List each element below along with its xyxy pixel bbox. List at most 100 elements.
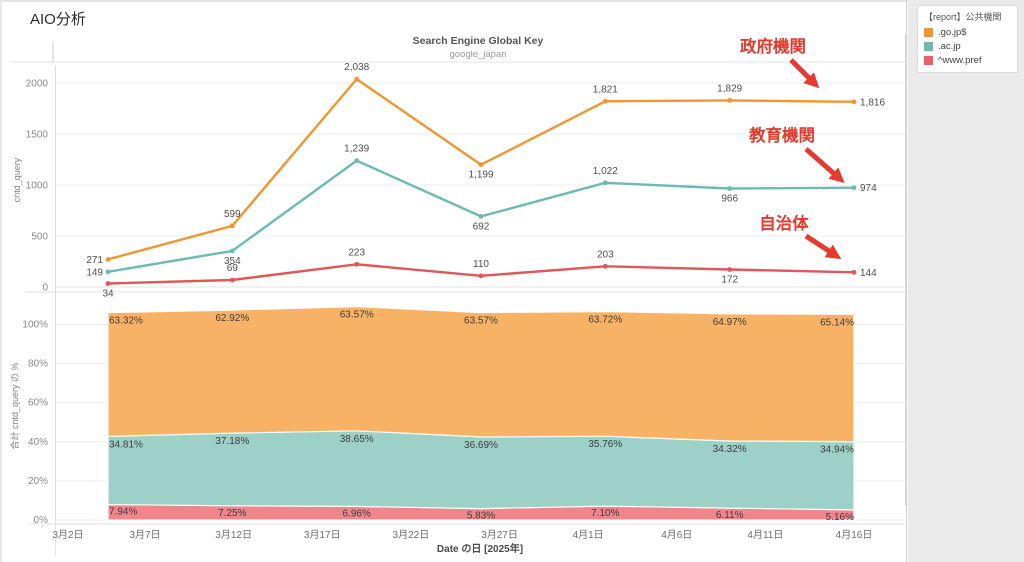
- y-tick-label: 20%: [28, 476, 48, 487]
- y-tick-label: 500: [31, 232, 48, 243]
- point-value-label: 1,829: [717, 83, 742, 94]
- point-value-label: 144: [860, 268, 877, 279]
- point-value-label: 1,816: [860, 97, 885, 108]
- percent-label: 64.97%: [713, 317, 747, 328]
- bottom-y-axis-label: 合計 cntd_query の %: [9, 362, 20, 449]
- percent-label: 7.10%: [591, 508, 619, 519]
- annotation-arrow-icon: [789, 58, 820, 89]
- chart-title: Search Engine Global Key: [413, 35, 544, 47]
- axis-ticks: 0 500 1000 1500 2000 0% 20% 40% 60% 80% 100% 3月2日 3月…: [22, 79, 872, 542]
- point-value-label: 966: [721, 194, 738, 205]
- data-point[interactable]: [354, 76, 360, 82]
- percent-label: 7.25%: [218, 508, 246, 519]
- y-tick-label: 80%: [28, 359, 48, 370]
- point-value-label: 69: [227, 263, 239, 274]
- percent-label: 6.96%: [343, 508, 371, 519]
- data-point[interactable]: [478, 214, 484, 219]
- point-value-label: 1,821: [593, 84, 618, 95]
- point-value-label: 974: [860, 183, 877, 194]
- percent-label: 63.57%: [464, 316, 498, 327]
- legend-item[interactable]: .ac.jp: [924, 41, 1011, 52]
- legend-card[interactable]: 【report】公共機関 .go.jp$ .ac.jp ^www.pref: [917, 5, 1018, 73]
- data-point[interactable]: [229, 223, 235, 229]
- y-tick-label: 2000: [26, 79, 49, 90]
- percent-label: 7.94%: [109, 506, 137, 517]
- data-point[interactable]: [354, 158, 360, 164]
- legend-pane: 【report】公共機関 .go.jp$ .ac.jp ^www.pref: [908, 0, 1024, 562]
- data-point[interactable]: [478, 273, 484, 279]
- point-value-label: 110: [473, 259, 489, 270]
- window-left-edge: [0, 0, 2, 562]
- data-point[interactable]: [354, 261, 360, 267]
- y-tick-label: 60%: [28, 398, 48, 409]
- percent-label: 63.57%: [340, 310, 374, 321]
- area-.go.jp$[interactable]: [107, 305, 855, 443]
- window-top-edge: [0, 0, 1024, 2]
- data-point[interactable]: [851, 99, 857, 105]
- x-tick-label: 3月2日: [52, 529, 83, 541]
- data-labels: 7.94% 7.25% 6.96% 5.83% 7.10% 6.11% 5.16% 34.81…: [86, 62, 885, 523]
- data-point[interactable]: [105, 257, 111, 262]
- percent-label: 34.32%: [713, 444, 747, 455]
- data-point[interactable]: [727, 267, 733, 272]
- point-value-label: 172: [721, 275, 738, 286]
- annotation-text: 政府機関: [740, 36, 806, 56]
- percent-label: 62.92%: [215, 313, 249, 324]
- percent-label: 35.76%: [588, 439, 622, 450]
- legend-item-label: .ac.jp: [938, 41, 961, 52]
- line-chart[interactable]: [105, 76, 857, 286]
- x-tick-label: 3月12日: [215, 529, 252, 541]
- data-point[interactable]: [602, 263, 608, 269]
- data-point[interactable]: [851, 269, 857, 275]
- data-point[interactable]: [105, 269, 111, 275]
- y-tick-label: 40%: [28, 437, 48, 448]
- point-value-label: 2,038: [344, 62, 369, 73]
- x-axis-title: Date の日 [2025年]: [437, 542, 523, 555]
- point-value-label: 271: [86, 255, 103, 266]
- legend-swatch-icon: [924, 28, 933, 37]
- x-tick-label: 4月11日: [747, 529, 783, 541]
- legend-title: 【report】公共機関: [924, 12, 1002, 22]
- point-value-label: 1,239: [344, 144, 369, 155]
- percent-label: 5.83%: [467, 511, 495, 522]
- percent-label: 37.18%: [215, 436, 249, 447]
- y-tick-label: 100%: [22, 320, 48, 331]
- x-tick-label: 3月27日: [481, 529, 518, 541]
- percent-label: 38.65%: [340, 434, 374, 445]
- percent-label: 5.16%: [826, 512, 854, 523]
- annotation-arrow-icon: [804, 233, 842, 260]
- data-point[interactable]: [229, 248, 235, 254]
- data-point[interactable]: [727, 98, 733, 103]
- legend-item-label: ^www.pref: [938, 55, 982, 66]
- y-tick-label: 0%: [34, 515, 49, 526]
- combined-chart-canvas[interactable]: Search Engine Global Key google_japan cn…: [0, 30, 908, 562]
- top-y-axis-label: cntd_query: [12, 157, 22, 202]
- point-value-label: 1,022: [593, 166, 618, 177]
- point-value-label: 599: [224, 209, 241, 220]
- data-point[interactable]: [229, 277, 235, 283]
- legend-item[interactable]: .go.jp$: [924, 27, 1011, 38]
- data-point[interactable]: [478, 162, 484, 168]
- data-point[interactable]: [105, 281, 111, 286]
- percent-label: 36.69%: [464, 440, 498, 451]
- percent-label: 63.32%: [109, 316, 143, 327]
- data-point[interactable]: [851, 185, 857, 191]
- x-tick-label: 3月7日: [129, 529, 160, 541]
- data-point[interactable]: [602, 98, 608, 104]
- point-value-label: 1,199: [468, 170, 493, 181]
- x-tick-label: 4月6日: [661, 529, 692, 541]
- percent-label: 6.11%: [716, 510, 744, 521]
- legend-item[interactable]: ^www.pref: [924, 55, 1011, 66]
- panel-borders: [10, 34, 906, 556]
- stacked-area-chart[interactable]: [107, 305, 855, 521]
- page-title: AIO分析: [30, 11, 86, 28]
- point-value-label: 692: [473, 221, 490, 232]
- pane-divider: [906, 0, 907, 562]
- percent-label: 63.72%: [588, 315, 622, 326]
- data-point[interactable]: [602, 180, 608, 186]
- y-tick-label: 1000: [26, 181, 49, 192]
- data-point[interactable]: [727, 186, 733, 191]
- y-tick-label: 0: [42, 283, 48, 294]
- legend-items: .go.jp$ .ac.jp ^www.pref: [924, 27, 1011, 66]
